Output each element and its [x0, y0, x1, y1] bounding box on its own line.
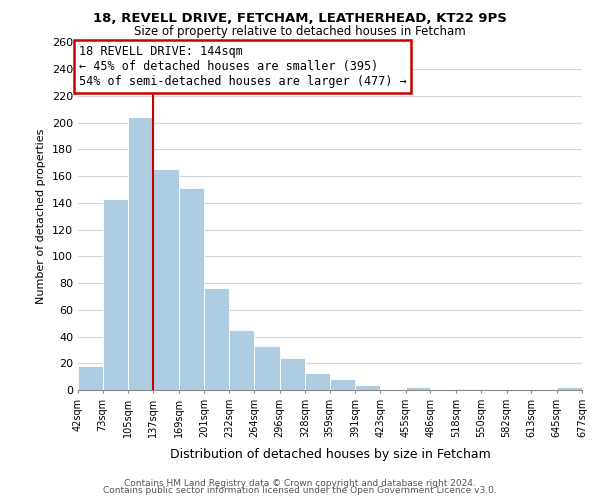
- X-axis label: Distribution of detached houses by size in Fetcham: Distribution of detached houses by size …: [170, 448, 490, 461]
- Text: Size of property relative to detached houses in Fetcham: Size of property relative to detached ho…: [134, 25, 466, 38]
- Bar: [128, 118, 154, 390]
- Text: Contains public sector information licensed under the Open Government Licence v3: Contains public sector information licen…: [103, 486, 497, 495]
- Text: 18 REVELL DRIVE: 144sqm
← 45% of detached houses are smaller (395)
54% of semi-d: 18 REVELL DRIVE: 144sqm ← 45% of detache…: [79, 45, 407, 88]
- Bar: [305, 372, 329, 390]
- Bar: [406, 388, 430, 390]
- Bar: [557, 388, 582, 390]
- Bar: [456, 388, 481, 390]
- Bar: [329, 380, 355, 390]
- Bar: [280, 358, 305, 390]
- Bar: [103, 199, 128, 390]
- Bar: [229, 330, 254, 390]
- Y-axis label: Number of detached properties: Number of detached properties: [37, 128, 46, 304]
- Bar: [254, 346, 280, 390]
- Text: 18, REVELL DRIVE, FETCHAM, LEATHERHEAD, KT22 9PS: 18, REVELL DRIVE, FETCHAM, LEATHERHEAD, …: [93, 12, 507, 26]
- Bar: [355, 384, 380, 390]
- Bar: [78, 366, 103, 390]
- Bar: [179, 188, 204, 390]
- Bar: [154, 170, 179, 390]
- Bar: [204, 288, 229, 390]
- Text: Contains HM Land Registry data © Crown copyright and database right 2024.: Contains HM Land Registry data © Crown c…: [124, 478, 476, 488]
